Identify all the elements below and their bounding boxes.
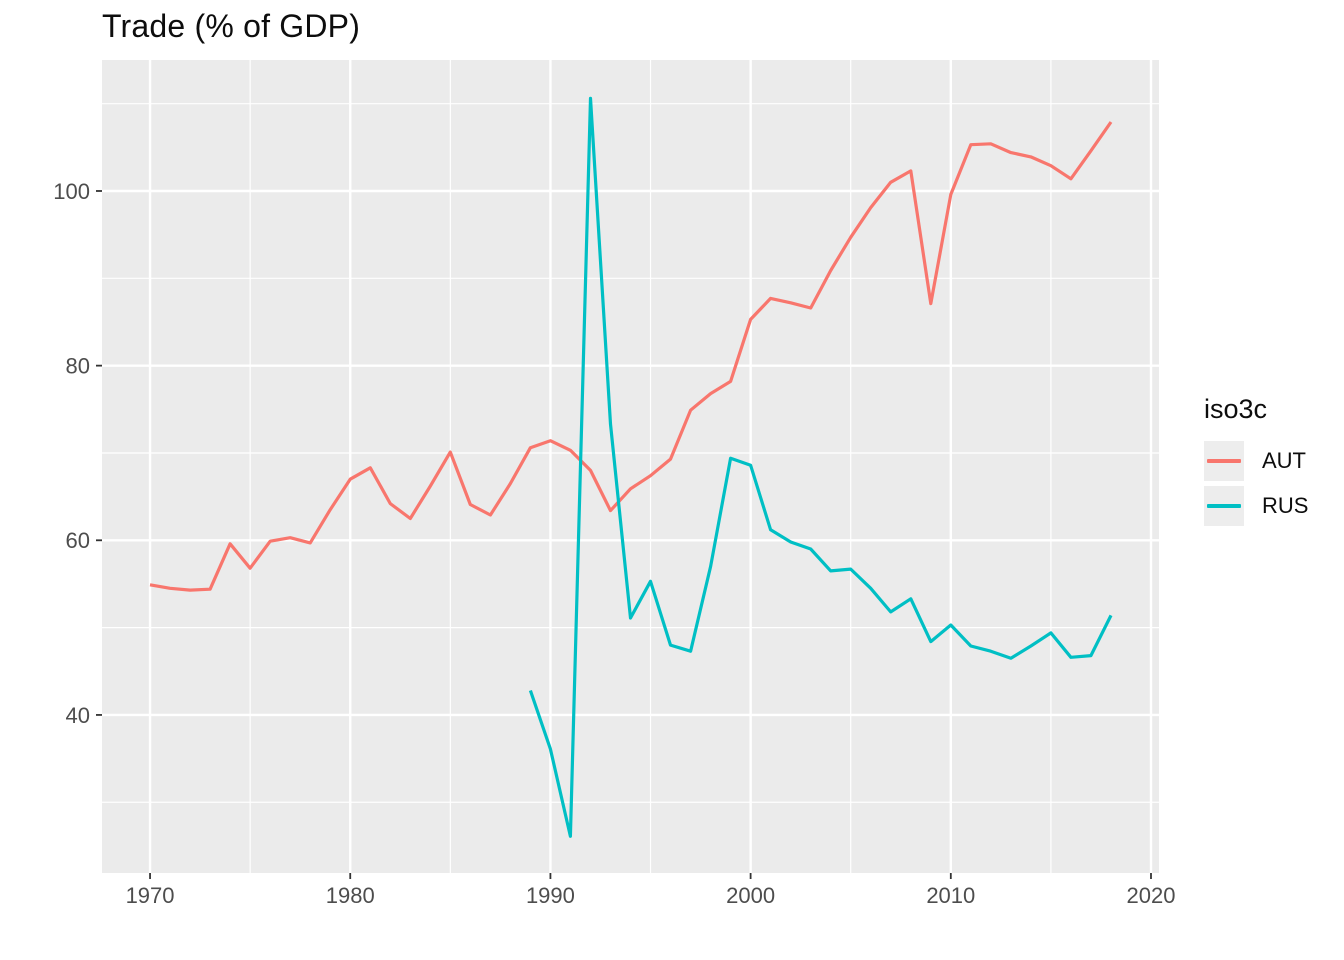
legend-item-aut: AUT (1204, 441, 1308, 481)
legend-title: iso3c (1204, 394, 1268, 424)
x-tick-label: 2020 (1127, 883, 1176, 908)
rus-line-swatch (1207, 504, 1241, 508)
x-tick-label: 2000 (726, 883, 775, 908)
y-tick-label: 80 (66, 354, 90, 379)
x-tick-label: 2010 (926, 883, 975, 908)
x-tick-label: 1990 (526, 883, 575, 908)
series-line-aut (149, 121, 1113, 592)
legend-key-box (1204, 486, 1244, 526)
x-tick-label: 1980 (326, 883, 375, 908)
y-tick-label: 40 (66, 703, 90, 728)
legend-item-rus: RUS (1204, 486, 1308, 526)
aut-line-swatch (1207, 459, 1241, 463)
plot-panel (102, 60, 1159, 873)
series-line-rus (528, 96, 1113, 838)
legend-label-rus: RUS (1262, 493, 1309, 518)
y-tick-label: 100 (53, 179, 90, 204)
x-tick-label: 1970 (126, 883, 175, 908)
legend: iso3c AUT RUS (1204, 394, 1308, 531)
legend-label-aut: AUT (1262, 448, 1306, 473)
legend-key-box (1204, 441, 1244, 481)
y-tick-label: 60 (66, 528, 90, 553)
page-title: Trade (% of GDP) (102, 8, 361, 44)
